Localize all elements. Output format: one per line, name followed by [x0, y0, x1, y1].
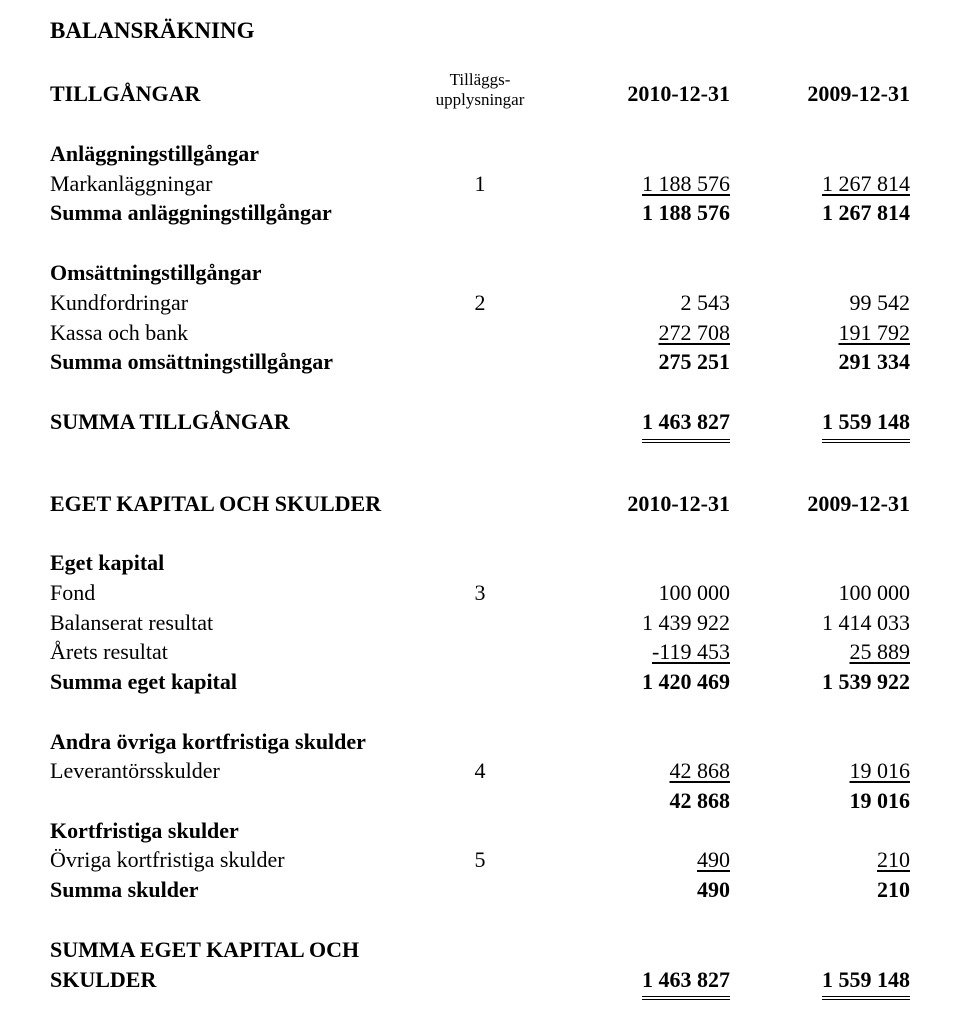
sum-all-v2: 1 559 148 — [730, 965, 910, 995]
note-header-line2: upplysningar — [410, 90, 550, 110]
fund-v1: 100 000 — [550, 578, 730, 608]
payables-label: Leverantörsskulder — [50, 756, 410, 786]
other-short-heading-row: Andra övriga kortfristiga skulder — [50, 727, 910, 757]
sum-current-v2: 291 334 — [730, 347, 910, 377]
receivables-v1: 2 543 — [550, 288, 730, 318]
note-header-line1: Tilläggs- — [410, 70, 550, 90]
payables-subtotal-row: 42 868 19 016 — [50, 786, 910, 816]
sum-equity-label: Summa eget kapital — [50, 667, 410, 697]
equity-subheading: Eget kapital — [50, 548, 410, 578]
sum-fixed-v2: 1 267 814 — [730, 198, 910, 228]
receivables-note: 2 — [410, 288, 550, 318]
sum-all-label2: SKULDER — [50, 965, 410, 995]
sum-liab-row: Summa skulder 490 210 — [50, 875, 910, 905]
sum-all-label1: SUMMA EGET KAPITAL OCH — [50, 935, 550, 965]
receivables-label: Kundfordringar — [50, 288, 410, 318]
cash-v2: 191 792 — [730, 318, 910, 348]
fund-v2: 100 000 — [730, 578, 910, 608]
equity-header-row: EGET KAPITAL OCH SKULDER 2010-12-31 2009… — [50, 489, 910, 519]
sum-equity-row: Summa eget kapital 1 420 469 1 539 922 — [50, 667, 910, 697]
sum-current-row: Summa omsättningstillgångar 275 251 291 … — [50, 347, 910, 377]
equity-heading: EGET KAPITAL OCH SKULDER — [50, 489, 550, 519]
receivables-v2: 99 542 — [730, 288, 910, 318]
sum-all-v1: 1 463 827 — [550, 965, 730, 995]
sum-all-row-2: SKULDER 1 463 827 1 559 148 — [50, 965, 910, 995]
year-result-row: Årets resultat -119 453 25 889 — [50, 637, 910, 667]
col-header-1: 2010-12-31 — [550, 79, 730, 109]
payables-sub-v2: 19 016 — [730, 786, 910, 816]
page-title: BALANSRÄKNING — [50, 18, 910, 44]
other-short-v2: 210 — [730, 845, 910, 875]
payables-note: 4 — [410, 756, 550, 786]
sum-all-row-1: SUMMA EGET KAPITAL OCH — [50, 935, 910, 965]
equity-subheading-row: Eget kapital — [50, 548, 910, 578]
sum-fixed-v1: 1 188 576 — [550, 198, 730, 228]
sum-fixed-row: Summa anläggningstillgångar 1 188 576 1 … — [50, 198, 910, 228]
cash-label: Kassa och bank — [50, 318, 410, 348]
other-short-label: Övriga kortfristiga skulder — [50, 845, 410, 875]
other-short-v1: 490 — [550, 845, 730, 875]
cash-v1: 272 708 — [550, 318, 730, 348]
equity-col1: 2010-12-31 — [550, 489, 730, 519]
sum-liab-v1: 490 — [550, 875, 730, 905]
cash-row: Kassa och bank 272 708 191 792 — [50, 318, 910, 348]
sum-current-v1: 275 251 — [550, 347, 730, 377]
retained-v2: 1 414 033 — [730, 608, 910, 638]
other-short-note: 5 — [410, 845, 550, 875]
other-short-heading: Andra övriga kortfristiga skulder — [50, 727, 410, 757]
sum-current-label: Summa omsättningstillgångar — [50, 347, 410, 377]
retained-label: Balanserat resultat — [50, 608, 410, 638]
fund-row: Fond 3 100 000 100 000 — [50, 578, 910, 608]
land-note: 1 — [410, 169, 550, 199]
sum-liab-label: Summa skulder — [50, 875, 410, 905]
sum-liab-v2: 210 — [730, 875, 910, 905]
current-assets-heading: Omsättningstillgångar — [50, 258, 410, 288]
header-row: TILLGÅNGAR Tilläggs- upplysningar 2010-1… — [50, 70, 910, 109]
short-heading-row: Kortfristiga skulder — [50, 816, 910, 846]
sum-equity-v1: 1 420 469 — [550, 667, 730, 697]
sum-assets-v2: 1 559 148 — [730, 407, 910, 437]
sum-assets-row: SUMMA TILLGÅNGAR 1 463 827 1 559 148 — [50, 407, 910, 437]
land-row: Markanläggningar 1 1 188 576 1 267 814 — [50, 169, 910, 199]
fund-note: 3 — [410, 578, 550, 608]
payables-v1: 42 868 — [550, 756, 730, 786]
short-heading: Kortfristiga skulder — [50, 816, 410, 846]
other-short-row: Övriga kortfristiga skulder 5 490 210 — [50, 845, 910, 875]
payables-v2: 19 016 — [730, 756, 910, 786]
payables-row: Leverantörsskulder 4 42 868 19 016 — [50, 756, 910, 786]
page: BALANSRÄKNING TILLGÅNGAR Tilläggs- upply… — [0, 0, 960, 1034]
current-assets-heading-row: Omsättningstillgångar — [50, 258, 910, 288]
assets-heading: TILLGÅNGAR — [50, 79, 410, 109]
fund-label: Fond — [50, 578, 410, 608]
year-result-v2: 25 889 — [730, 637, 910, 667]
note-header: Tilläggs- upplysningar — [410, 70, 550, 109]
equity-col2: 2009-12-31 — [730, 489, 910, 519]
sum-equity-v2: 1 539 922 — [730, 667, 910, 697]
land-v1: 1 188 576 — [550, 169, 730, 199]
sum-fixed-label: Summa anläggningstillgångar — [50, 198, 410, 228]
col-header-2: 2009-12-31 — [730, 79, 910, 109]
fixed-assets-heading-row: Anläggningstillgångar — [50, 139, 910, 169]
year-result-label: Årets resultat — [50, 637, 410, 667]
payables-sub-v1: 42 868 — [550, 786, 730, 816]
sum-assets-v1: 1 463 827 — [550, 407, 730, 437]
land-v2: 1 267 814 — [730, 169, 910, 199]
year-result-v1: -119 453 — [550, 637, 730, 667]
receivables-row: Kundfordringar 2 2 543 99 542 — [50, 288, 910, 318]
retained-row: Balanserat resultat 1 439 922 1 414 033 — [50, 608, 910, 638]
fixed-assets-heading: Anläggningstillgångar — [50, 139, 410, 169]
land-label: Markanläggningar — [50, 169, 410, 199]
sum-assets-label: SUMMA TILLGÅNGAR — [50, 407, 410, 437]
retained-v1: 1 439 922 — [550, 608, 730, 638]
